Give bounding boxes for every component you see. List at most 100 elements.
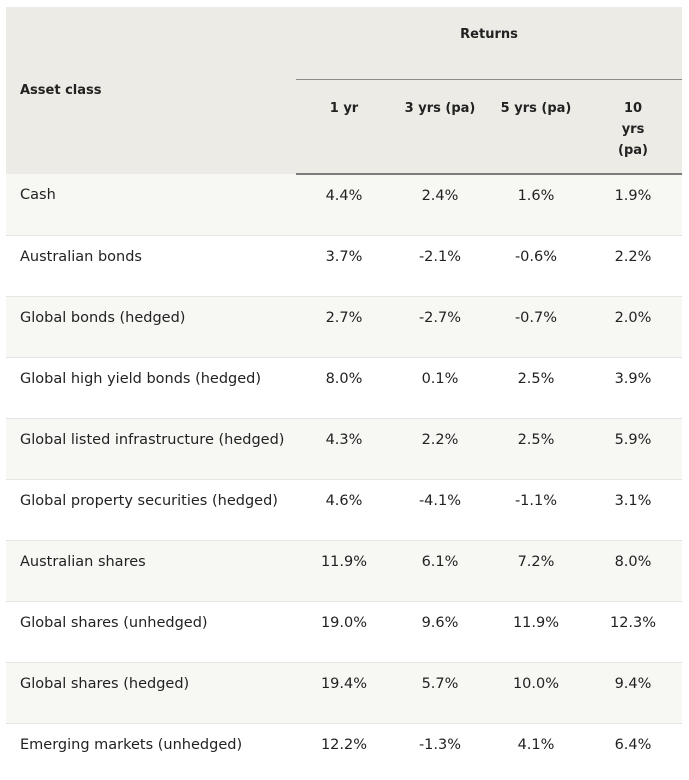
return-1yr-cell: 11.9% (296, 540, 392, 602)
return-3yrs-value: 6.1% (421, 554, 459, 570)
return-3yrs-cell: 6.1% (392, 540, 488, 602)
asset-class-name: Cash (20, 187, 56, 203)
return-10yrs-cell: 2.2% (584, 235, 683, 297)
return-1yr-value: 12.2% (320, 737, 368, 753)
return-1yr-value: 4.4% (325, 188, 363, 204)
return-10yrs-cell: 8.0% (584, 540, 683, 602)
asset-class-name: Global property securities (hedged) (20, 493, 278, 509)
asset-class-name: Global listed infrastructure (hedged) (20, 432, 285, 448)
return-3yrs-cell: 2.4% (392, 174, 488, 236)
return-1yr-cell: 12.2% (296, 723, 392, 780)
header-period-label: 5 yrs (pa) (500, 101, 572, 116)
return-5yrs-cell: 7.2% (488, 540, 584, 602)
return-1yr-cell: 4.3% (296, 418, 392, 480)
return-10yrs-value: 5.9% (614, 432, 652, 448)
return-10yrs-cell: 12.3% (584, 601, 683, 663)
table-row: Global high yield bonds (hedged) 8.0% 0.1%… (6, 357, 683, 419)
return-1yr-cell: 8.0% (296, 357, 392, 419)
return-10yrs-value: 9.4% (614, 676, 652, 692)
asset-class-name: Australian shares (20, 554, 146, 570)
return-3yrs-value: 5.7% (421, 676, 459, 692)
header-asset-class: Asset class (6, 7, 296, 174)
table-row: Australian bonds 3.7% -2.1% -0.6% 2.2% (6, 235, 683, 297)
asset-class-cell: Cash (6, 174, 296, 236)
return-3yrs-value: -2.7% (418, 310, 462, 326)
return-10yrs-cell: 9.4% (584, 662, 683, 724)
return-1yr-value: 2.7% (325, 310, 363, 326)
return-10yrs-value: 2.2% (614, 249, 652, 265)
return-5yrs-cell: -0.7% (488, 296, 584, 358)
asset-class-name: Global bonds (hedged) (20, 310, 186, 326)
return-5yrs-cell: 4.1% (488, 723, 584, 780)
return-1yr-value: 4.3% (325, 432, 363, 448)
asset-class-name: Global high yield bonds (hedged) (20, 371, 262, 387)
return-3yrs-value: -4.1% (418, 493, 462, 509)
return-5yrs-value: -1.1% (514, 493, 558, 509)
header-period-3yrs: 3 yrs (pa) (392, 79, 488, 175)
return-3yrs-value: 2.2% (421, 432, 459, 448)
header-returns: Returns (296, 7, 683, 80)
header-period-1yr: 1 yr (296, 79, 392, 175)
return-5yrs-value: 4.1% (517, 737, 555, 753)
return-1yr-value: 3.7% (325, 249, 363, 265)
return-3yrs-cell: 9.6% (392, 601, 488, 663)
table-row: Cash 4.4% 2.4% 1.6% 1.9% (6, 174, 683, 236)
return-1yr-value: 4.6% (325, 493, 363, 509)
asset-class-cell: Global shares (hedged) (6, 662, 296, 724)
asset-class-cell: Global bonds (hedged) (6, 296, 296, 358)
return-5yrs-value: -0.7% (514, 310, 558, 326)
table-row: Emerging markets (unhedged) 12.2% -1.3% 4.1… (6, 723, 683, 780)
return-1yr-cell: 19.0% (296, 601, 392, 663)
return-1yr-cell: 19.4% (296, 662, 392, 724)
return-10yrs-cell: 3.9% (584, 357, 683, 419)
return-10yrs-value: 3.1% (614, 493, 652, 509)
table-row: Australian shares 11.9% 6.1% 7.2% 8.0% (6, 540, 683, 602)
return-3yrs-cell: 0.1% (392, 357, 488, 419)
return-1yr-value: 19.0% (320, 615, 368, 631)
return-5yrs-value: 1.6% (517, 188, 555, 204)
return-5yrs-value: 10.0% (512, 676, 560, 692)
return-3yrs-cell: -4.1% (392, 479, 488, 541)
return-3yrs-value: 9.6% (421, 615, 459, 631)
asset-class-cell: Global listed infrastructure (hedged) (6, 418, 296, 480)
asset-class-name: Australian bonds (20, 249, 142, 265)
table-row: Global property securities (hedged) 4.6% -… (6, 479, 683, 541)
asset-class-cell: Australian shares (6, 540, 296, 602)
return-5yrs-value: -0.6% (514, 249, 558, 265)
asset-class-name: Emerging markets (unhedged) (20, 737, 243, 753)
return-1yr-cell: 2.7% (296, 296, 392, 358)
return-3yrs-value: -1.3% (418, 737, 462, 753)
return-3yrs-value: 0.1% (421, 371, 459, 387)
return-10yrs-value: 1.9% (614, 188, 652, 204)
asset-class-cell: Emerging markets (unhedged) (6, 723, 296, 780)
table-row: Global listed infrastructure (hedged) 4.3… (6, 418, 683, 480)
header-returns-label: Returns (460, 27, 518, 42)
return-10yrs-cell: 2.0% (584, 296, 683, 358)
return-1yr-cell: 4.6% (296, 479, 392, 541)
asset-class-cell: Australian bonds (6, 235, 296, 297)
header-period-10yrs: 10 yrs (pa) (584, 79, 683, 175)
return-1yr-value: 11.9% (320, 554, 368, 570)
asset-class-cell: Global high yield bonds (hedged) (6, 357, 296, 419)
return-10yrs-value: 2.0% (614, 310, 652, 326)
return-1yr-cell: 3.7% (296, 235, 392, 297)
return-5yrs-cell: -1.1% (488, 479, 584, 541)
return-3yrs-cell: 5.7% (392, 662, 488, 724)
return-3yrs-cell: -2.1% (392, 235, 488, 297)
table-row: Global bonds (hedged) 2.7% -2.7% -0.7% 2.0% (6, 296, 683, 358)
return-10yrs-cell: 5.9% (584, 418, 683, 480)
return-5yrs-cell: 2.5% (488, 357, 584, 419)
return-5yrs-value: 2.5% (517, 371, 555, 387)
asset-class-name: Global shares (hedged) (20, 676, 190, 692)
header-period-label: 10 yrs (pa) (618, 101, 648, 158)
return-10yrs-value: 8.0% (614, 554, 652, 570)
return-5yrs-value: 7.2% (517, 554, 555, 570)
return-3yrs-value: -2.1% (418, 249, 462, 265)
return-3yrs-value: 2.4% (421, 188, 459, 204)
table-row: Global shares (unhedged) 19.0% 9.6% 11.9% 12… (6, 601, 683, 663)
return-10yrs-value: 6.4% (614, 737, 652, 753)
return-3yrs-cell: 2.2% (392, 418, 488, 480)
return-3yrs-cell: -2.7% (392, 296, 488, 358)
asset-class-cell: Global property securities (hedged) (6, 479, 296, 541)
